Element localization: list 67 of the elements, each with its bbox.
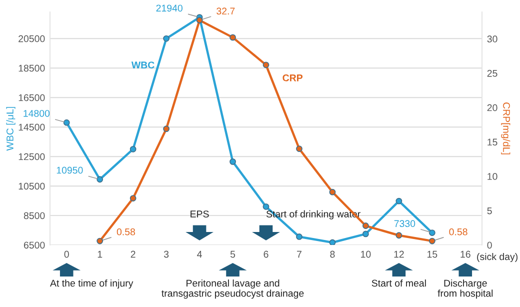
y-tick-label: 16500 xyxy=(18,94,45,102)
annotation: EPS xyxy=(190,210,209,218)
point xyxy=(130,146,136,152)
point xyxy=(96,238,104,244)
point xyxy=(96,176,104,183)
x-tick-label: 6 xyxy=(264,250,268,258)
x-tick-label: 8 xyxy=(330,250,335,258)
x-tick-label: 2 xyxy=(130,250,136,258)
y2-tick-label: 0 xyxy=(487,242,492,249)
x-tick-label: 10 xyxy=(361,250,371,258)
series-label: CRP xyxy=(282,74,303,82)
y2-tick-label: 25 xyxy=(487,70,498,77)
y-axis-title: WBC [/μL] xyxy=(6,106,16,151)
point xyxy=(428,238,436,244)
x-tick-label: 15 xyxy=(427,250,438,258)
x-tick-label: 0 xyxy=(64,250,69,258)
point xyxy=(296,146,302,152)
y2-tick-label: 15 xyxy=(488,138,498,146)
y2-tick-label: 5 xyxy=(487,207,492,214)
point xyxy=(130,195,136,202)
text: Discharge from hospital xyxy=(438,279,493,299)
point xyxy=(63,119,70,126)
point xyxy=(396,198,402,204)
y-tick-label: 18500 xyxy=(18,64,45,72)
data-label: 10950 xyxy=(56,166,83,174)
point xyxy=(262,203,270,210)
point xyxy=(362,230,369,238)
point xyxy=(163,35,170,42)
x-tick-label: 7 xyxy=(297,250,302,258)
y2-axis-title: CRP[mg/dL] xyxy=(501,102,510,154)
x-tick-label: 3 xyxy=(164,250,169,258)
y-tick-label: 10500 xyxy=(18,182,45,190)
point xyxy=(396,232,402,239)
point xyxy=(163,126,170,132)
data-label: 7330 xyxy=(394,220,416,228)
y2-tick-label: 30 xyxy=(487,36,498,42)
y-tick-label: 12500 xyxy=(18,153,45,160)
point xyxy=(196,17,203,24)
x-tick-label: 4 xyxy=(197,250,202,258)
point xyxy=(362,222,369,229)
x-tick-label: 12 xyxy=(394,250,404,258)
data-label: 21940 xyxy=(156,4,182,12)
data-label: 32.7 xyxy=(216,8,235,15)
x-tick-label: 1 xyxy=(98,250,102,258)
x-axis-title: (sick day) xyxy=(477,252,518,262)
point xyxy=(296,234,302,240)
point xyxy=(230,158,236,165)
y2-tick-label: 10 xyxy=(488,173,498,180)
text: At the time of injury xyxy=(50,279,134,289)
point xyxy=(428,230,436,236)
data-label: 0.58 xyxy=(116,228,136,236)
point xyxy=(329,239,336,245)
y-tick-label: 20500 xyxy=(18,35,45,42)
point xyxy=(329,188,336,196)
data-label: 14800 xyxy=(24,110,50,117)
y-tick-label: 8500 xyxy=(24,212,45,220)
y2-tick-label: 20 xyxy=(487,104,498,112)
series-label: WBC xyxy=(131,62,154,68)
text: Start of meal xyxy=(372,279,426,287)
text: Peritoneal lavage and transgastric pseudocyst drainage xyxy=(162,279,304,299)
data-label: 0.58 xyxy=(449,228,468,236)
x-tick-label: 16 xyxy=(460,250,470,258)
x-tick-label: 5 xyxy=(230,250,236,258)
point xyxy=(230,34,236,41)
y-tick-label: 6500 xyxy=(24,242,45,249)
y-tick-label: 14500 xyxy=(18,124,45,131)
point xyxy=(262,62,270,68)
